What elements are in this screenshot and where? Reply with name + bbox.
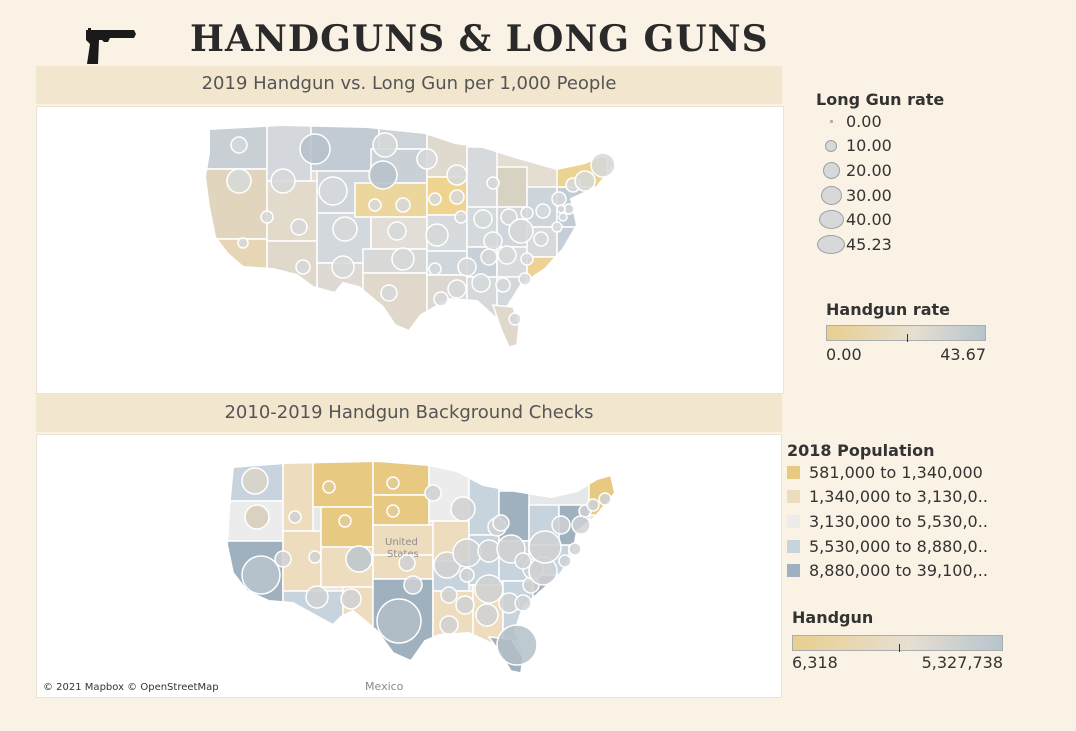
map-label-united: United bbox=[385, 537, 418, 548]
handgun-icon bbox=[86, 28, 136, 64]
map-attribution[interactable]: © 2021 Mapbox © OpenStreetMap bbox=[43, 682, 219, 693]
legend-item[interactable]: 1,340,000 to 3,130,0.. bbox=[787, 485, 1027, 510]
long-gun-rate-legend: Long Gun rate 0.00 10.00 20.00 30.00 40.… bbox=[816, 90, 986, 257]
legend-item: 20.00 bbox=[816, 158, 986, 183]
legend-min: 0.00 bbox=[826, 345, 862, 364]
legend-item: 0.00 bbox=[816, 109, 986, 134]
bottom-map-title: 2010-2019 Handgun Background Checks bbox=[36, 394, 782, 432]
legend-item[interactable]: 5,530,000 to 8,880,0.. bbox=[787, 534, 1027, 559]
handgun-gradient bbox=[792, 635, 1003, 652]
legend-item[interactable]: 3,130,000 to 5,530,0.. bbox=[787, 509, 1027, 534]
top-map-title: 2019 Handgun vs. Long Gun per 1,000 Peop… bbox=[36, 66, 782, 104]
legend-title: Handgun rate bbox=[826, 300, 951, 319]
legend-item: 40.00 bbox=[816, 207, 986, 232]
legend-max: 5,327,738 bbox=[921, 653, 1003, 672]
legend-title: Long Gun rate bbox=[816, 90, 945, 109]
legend-item: 10.00 bbox=[816, 134, 986, 159]
legend-item[interactable]: 8,880,000 to 39,100,.. bbox=[787, 558, 1027, 583]
page-title: HANDGUNS & LONG GUNS bbox=[190, 18, 769, 60]
population-legend: 2018 Population 581,000 to 1,340,000 1,3… bbox=[787, 441, 1027, 583]
legend-max: 43.67 bbox=[940, 345, 986, 364]
legend-item[interactable]: 581,000 to 1,340,000 bbox=[787, 460, 1027, 485]
legend-item: 30.00 bbox=[816, 183, 986, 208]
handgun-background-checks-map[interactable]: United States bbox=[36, 434, 782, 698]
legend-title: 2018 Population bbox=[787, 441, 935, 460]
legend-title: Handgun bbox=[792, 608, 874, 627]
legend-item: 45.23 bbox=[816, 232, 986, 257]
legend-min: 6,318 bbox=[792, 653, 838, 672]
handgun-rate-gradient bbox=[826, 325, 986, 342]
map-label-mexico: Mexico bbox=[365, 680, 404, 693]
handgun-legend: Handgun 6,318 5,327,738 bbox=[792, 608, 1006, 672]
handgun-longgun-rate-map[interactable] bbox=[36, 106, 784, 394]
map-label-states: States bbox=[387, 549, 419, 560]
handgun-rate-legend: Handgun rate 0.00 43.67 bbox=[826, 300, 988, 364]
